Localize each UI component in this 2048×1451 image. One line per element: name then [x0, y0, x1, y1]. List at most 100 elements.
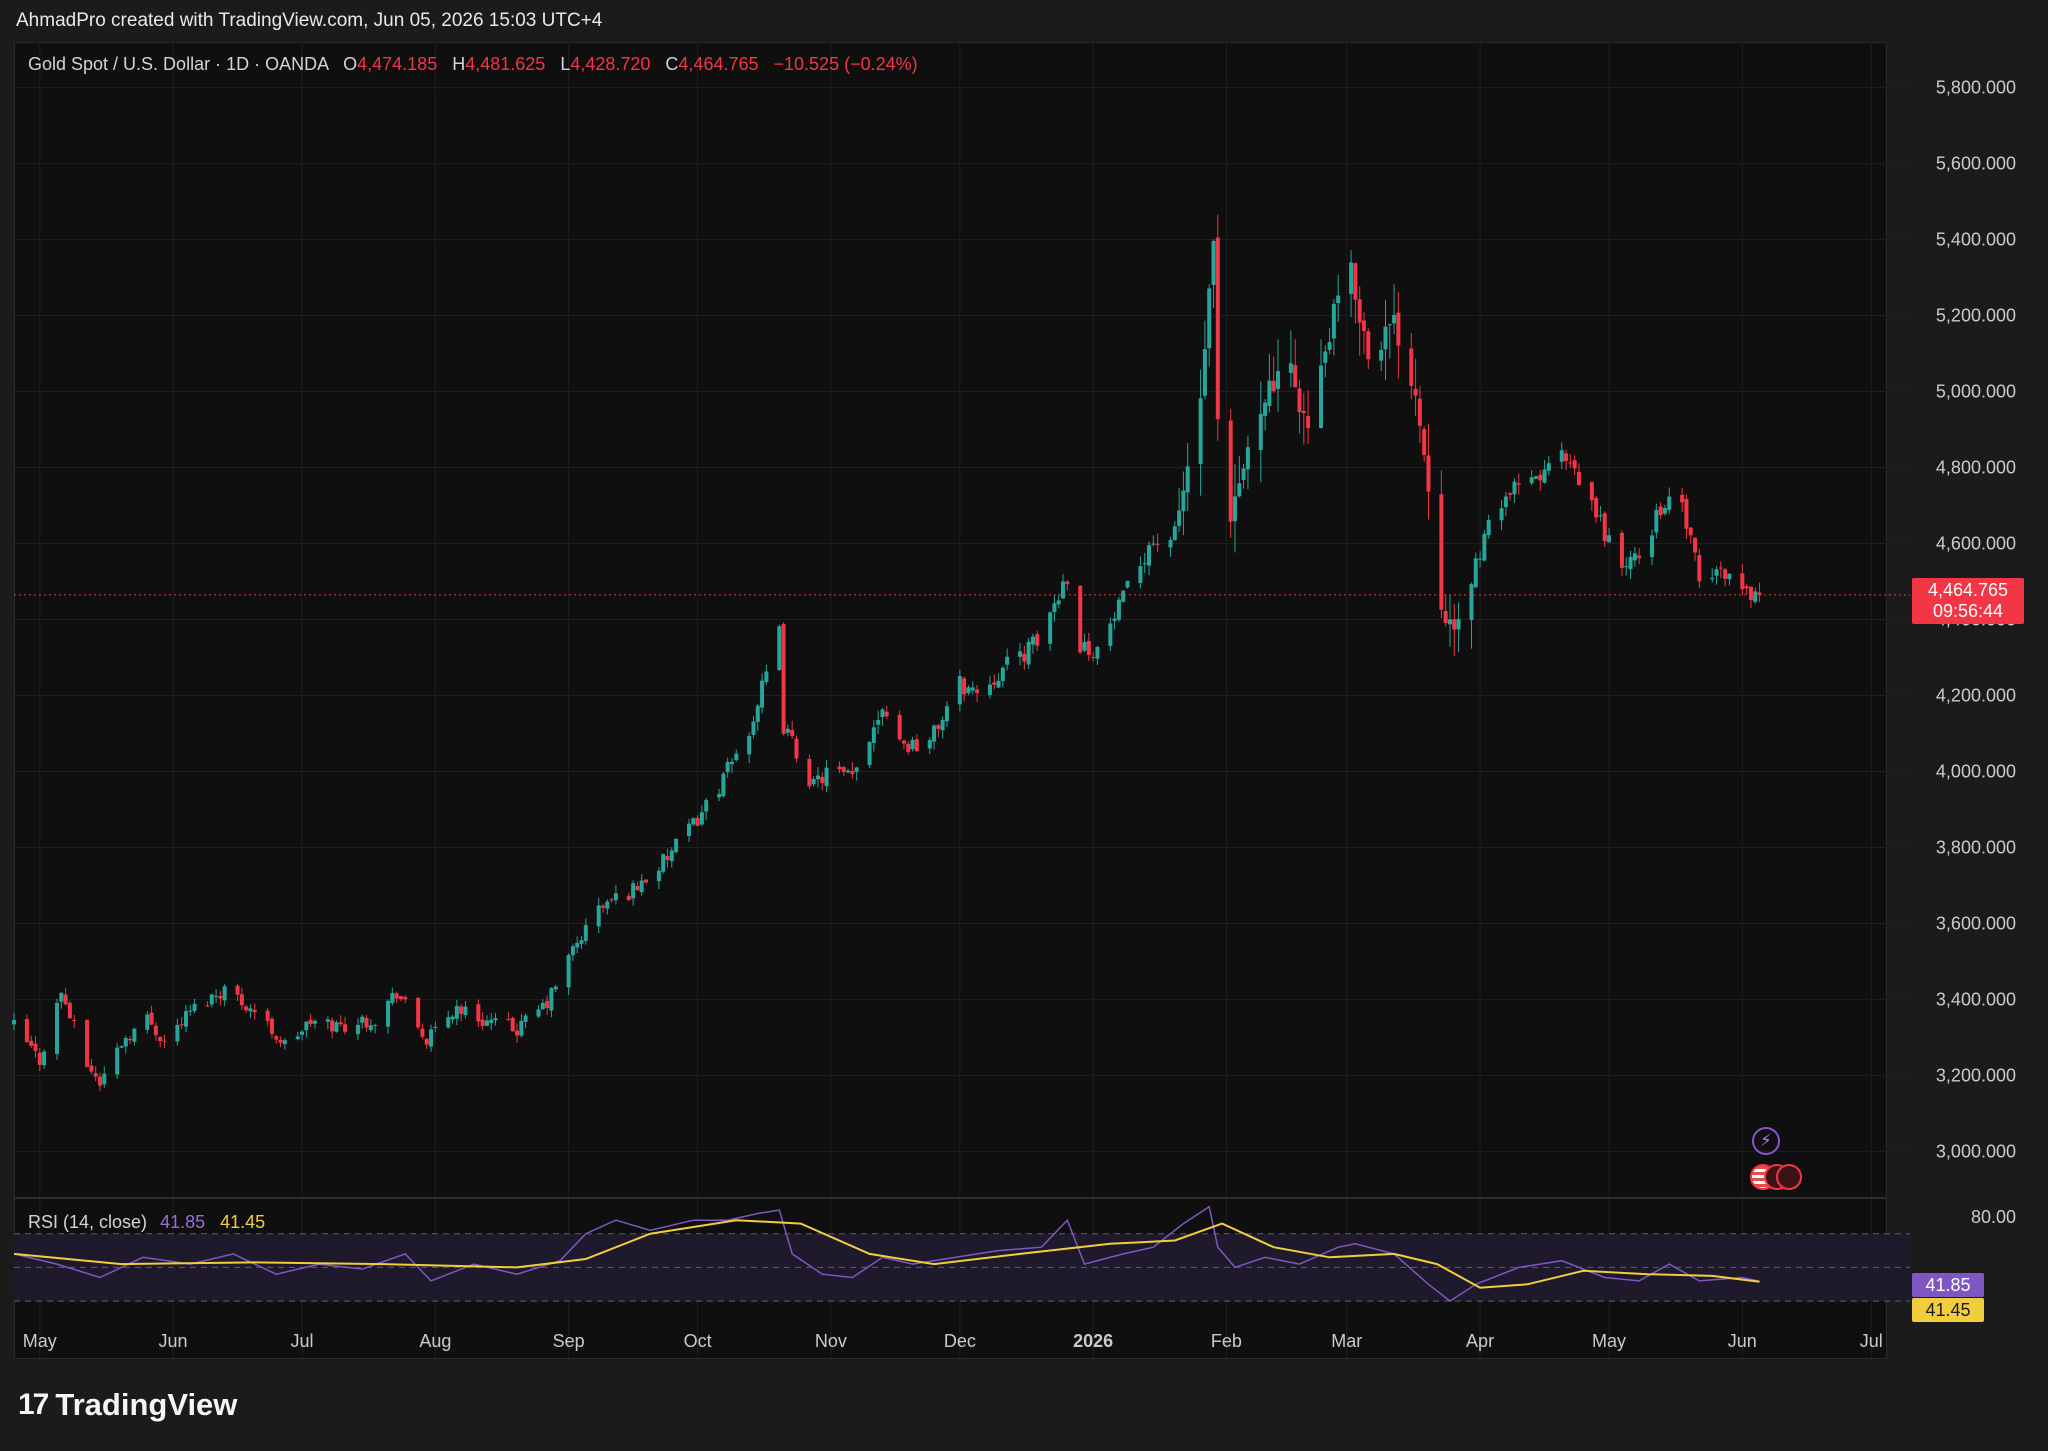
- candle-body: [1026, 641, 1031, 665]
- candle-body: [214, 995, 219, 997]
- candle-body: [523, 1015, 528, 1022]
- time-tick-label: Aug: [419, 1331, 451, 1351]
- candle-body: [308, 1019, 313, 1025]
- flash-icon[interactable]: ⚡: [1752, 1127, 1780, 1155]
- candle-body: [325, 1019, 330, 1022]
- candle-body: [364, 1017, 369, 1028]
- price-tick-label: 5,400.000: [1936, 230, 2016, 250]
- candle-body: [368, 1025, 373, 1031]
- candle-body: [1177, 510, 1182, 526]
- price-tick-label: 5,000.000: [1936, 382, 2016, 402]
- candle-body: [962, 678, 967, 695]
- candle-body: [1650, 535, 1655, 558]
- candle-body: [205, 1005, 210, 1007]
- candle-body: [390, 993, 395, 1004]
- candle-body: [1267, 380, 1272, 407]
- candle-body: [463, 1006, 468, 1016]
- economic-events-icon[interactable]: [1750, 1164, 1806, 1194]
- candle-body: [1185, 466, 1190, 493]
- candle-body: [992, 682, 997, 685]
- candle-body: [854, 767, 859, 772]
- rsi-pane[interactable]: 80.00: [13, 1205, 2016, 1303]
- candle-body: [304, 1021, 309, 1031]
- time-axis[interactable]: May Jun Jul Aug Sep Oct Nov Dec 2026 Feb Mar Apr May…: [23, 1331, 1883, 1351]
- candle-body: [884, 711, 889, 717]
- candle-body: [1155, 543, 1160, 545]
- candle-body: [446, 1017, 451, 1028]
- symbol-legend[interactable]: Gold Spot / U.S. Dollar · 1D · OANDA O 4,…: [28, 54, 918, 75]
- candle-body: [515, 1030, 520, 1036]
- candle-body: [1753, 591, 1758, 602]
- candle-body: [334, 1022, 339, 1032]
- candle-body: [1447, 619, 1452, 625]
- rsi-value: 41.85: [160, 1212, 206, 1232]
- candle-body: [1426, 455, 1431, 492]
- rsi-title[interactable]: RSI (14, close): [28, 1212, 148, 1232]
- candle-body: [493, 1018, 498, 1021]
- candle-body: [1564, 453, 1569, 461]
- candle-body: [811, 778, 816, 785]
- candle-body: [1271, 380, 1276, 392]
- candle-body: [583, 925, 588, 941]
- candle-body: [1108, 623, 1113, 646]
- candle-body: [1357, 299, 1362, 323]
- tradingview-logo[interactable]: 17 TradingView: [18, 1387, 238, 1422]
- candle-body: [1095, 646, 1100, 659]
- close-value: 4,464.765: [678, 54, 759, 74]
- symbol-name[interactable]: Gold Spot / U.S. Dollar · 1D · OANDA: [28, 54, 329, 74]
- candle-body: [102, 1073, 107, 1085]
- candle-body: [966, 687, 971, 694]
- chart-panel[interactable]: [14, 42, 1887, 1359]
- candle-body: [1035, 634, 1040, 646]
- bar-countdown: 09:56:44: [1932, 601, 2004, 621]
- candle-body: [820, 776, 825, 784]
- candle-body: [128, 1038, 133, 1041]
- candle-body: [459, 1006, 464, 1015]
- candle-body: [153, 1025, 158, 1036]
- candle-body: [1667, 496, 1672, 510]
- candle-body: [944, 706, 949, 722]
- price-tick-label: 3,600.000: [1936, 913, 2016, 933]
- candle-body: [235, 985, 240, 995]
- price-axis[interactable]: 3,000.000 3,200.000 3,400.000 3,600.000 3,80…: [1936, 78, 2016, 1162]
- candle-body: [850, 771, 855, 774]
- candle-body: [510, 1018, 515, 1032]
- open-label: O: [343, 54, 358, 74]
- candle-body: [880, 709, 885, 718]
- candle-body: [1512, 481, 1517, 495]
- candle-body: [1598, 515, 1603, 517]
- candle-body: [570, 946, 575, 956]
- rsi-tick-label: 80.00: [1971, 1207, 2016, 1227]
- candle-body: [536, 1009, 541, 1017]
- candle-body: [1202, 349, 1207, 396]
- candle-body: [188, 1010, 193, 1012]
- candle-body: [1245, 447, 1250, 470]
- candlestick-series[interactable]: [12, 214, 1910, 1092]
- candle-body: [1138, 566, 1143, 584]
- event-marker-icon[interactable]: [1776, 1164, 1802, 1190]
- candle-body: [725, 761, 730, 773]
- candle-body: [218, 995, 223, 999]
- tradingview-logo-text: TradingView: [55, 1387, 238, 1422]
- candle-body: [1452, 619, 1457, 630]
- high-value: 4,481.625: [465, 54, 546, 74]
- candle-body: [910, 739, 915, 750]
- time-tick-label: Mar: [1331, 1331, 1362, 1351]
- candle-body: [54, 1002, 59, 1054]
- candle-body: [957, 676, 962, 705]
- candle-body: [1207, 288, 1212, 349]
- candle-body: [373, 1025, 378, 1027]
- rsi-ma-line: [13, 1219, 1760, 1289]
- candle-body: [1710, 577, 1715, 580]
- candle-body: [1392, 314, 1397, 324]
- candle-body: [1757, 592, 1762, 595]
- price-tick-label: 5,800.000: [1936, 78, 2016, 98]
- candle-body: [1005, 656, 1010, 665]
- candle-body: [566, 955, 571, 988]
- candle-body: [1181, 490, 1186, 512]
- candle-body: [699, 812, 704, 825]
- candle-body: [1718, 567, 1723, 569]
- candle-body: [1297, 388, 1302, 412]
- rsi-legend[interactable]: RSI (14, close) 41.85 41.45: [28, 1212, 265, 1233]
